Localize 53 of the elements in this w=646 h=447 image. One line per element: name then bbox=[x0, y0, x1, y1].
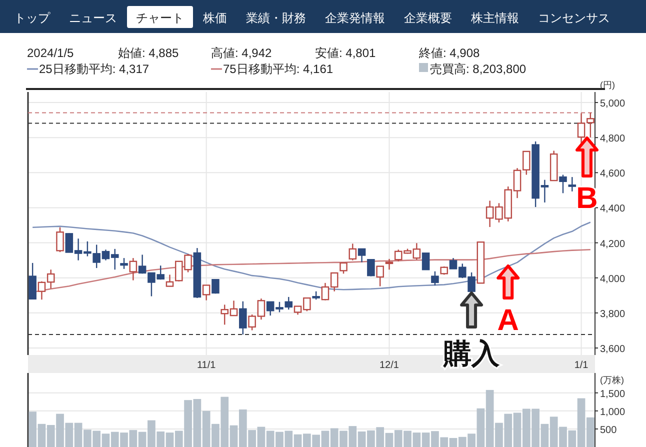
text: 売買高: 8,203,800 bbox=[430, 62, 526, 76]
candlestick bbox=[56, 226, 64, 253]
annotation: A bbox=[497, 304, 519, 337]
x-tick-label: 1/1 bbox=[574, 360, 589, 371]
text: ニュース bbox=[69, 11, 117, 25]
candlestick bbox=[239, 300, 247, 336]
text: 始値: 4,885 bbox=[118, 46, 180, 60]
candlestick bbox=[202, 284, 210, 301]
candlestick bbox=[376, 266, 384, 287]
y-tick-label: 1,000 bbox=[600, 406, 626, 418]
text: 株価 bbox=[202, 11, 227, 25]
y-axis-title: (万株) bbox=[600, 375, 624, 385]
candlestick bbox=[166, 274, 174, 288]
candlestick bbox=[28, 262, 36, 300]
text: 企業発情報 bbox=[325, 11, 385, 25]
candlestick bbox=[568, 176, 576, 192]
y-tick-label: 4,200 bbox=[600, 238, 626, 250]
candlestick bbox=[367, 259, 375, 277]
y-tick-label: 4,800 bbox=[600, 134, 626, 145]
y-tick-label: 4,000 bbox=[600, 274, 626, 285]
candlestick bbox=[340, 262, 348, 274]
y-tick-label: 4,400 bbox=[600, 204, 626, 215]
legend-label: 75日移動平均: 4,161 bbox=[223, 62, 334, 76]
x-tick-label: 11/1 bbox=[196, 360, 216, 371]
text: コンセンサス bbox=[538, 11, 610, 25]
x-tick-label: 12/1 bbox=[380, 360, 400, 371]
text: トップ bbox=[14, 11, 51, 25]
candlestick bbox=[120, 257, 128, 270]
candlestick bbox=[129, 257, 138, 281]
text: 高値: 4,942 bbox=[211, 46, 272, 60]
candlestick bbox=[431, 270, 439, 286]
y-tick-label: 1,500 bbox=[600, 388, 626, 400]
text: 企業概要 bbox=[404, 11, 452, 25]
candlestick bbox=[348, 243, 357, 261]
y-tick-label: 3,800 bbox=[600, 308, 626, 320]
y-tick-label: 4,600 bbox=[600, 168, 626, 180]
candlestick bbox=[385, 258, 394, 270]
text: 業績・財務 bbox=[246, 11, 306, 25]
candlestick bbox=[422, 252, 430, 270]
legend-label: 25日移動平均: 4,317 bbox=[39, 62, 150, 76]
text: 安値: 4,801 bbox=[315, 46, 376, 60]
text: 終値: 4,908 bbox=[418, 46, 480, 60]
text: 2024/1/5 bbox=[27, 46, 74, 60]
candlestick bbox=[358, 248, 366, 263]
candlestick bbox=[559, 174, 567, 194]
y-axis-title: (円) bbox=[600, 80, 615, 90]
y-tick-label: 500 bbox=[600, 424, 618, 436]
y-tick-label: 5,000 bbox=[600, 98, 626, 110]
text: チャート bbox=[136, 11, 184, 25]
candlestick bbox=[212, 278, 220, 294]
y-tick-label: 3,600 bbox=[600, 344, 626, 355]
annotation: 購入 bbox=[442, 338, 501, 369]
text: 株主情報 bbox=[470, 11, 519, 25]
